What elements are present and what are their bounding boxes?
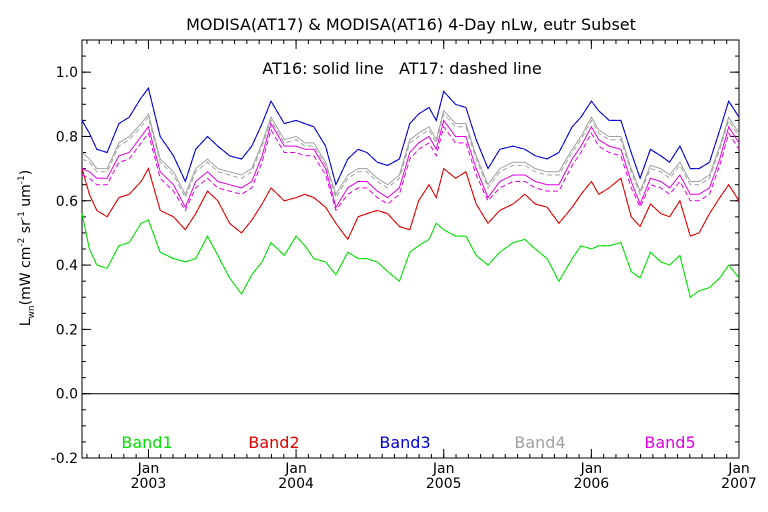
y-tick-label: 0.2	[56, 322, 78, 338]
band4-at17-dashed-line	[81, 112, 740, 199]
y-tick-label: 0.0	[56, 387, 78, 403]
x-tick-month-label: Jan	[580, 461, 603, 477]
x-tick-month-label: Jan	[137, 461, 160, 477]
y-tick-label: 0.6	[56, 194, 78, 210]
band5-at17-dashed-line	[81, 125, 740, 212]
y-label-mid-1: sr	[18, 220, 34, 238]
chart-title: MODISA(AT17) & MODISA(AT16) 4-Day nLw, e…	[186, 15, 636, 34]
y-label-sub: wn	[27, 305, 37, 318]
legend-band1: Band1	[121, 433, 172, 452]
legend: Band1 Band2 Band3 Band4 Band5	[121, 433, 695, 452]
legend-band4: Band4	[514, 433, 565, 452]
legend-band3: Band3	[379, 433, 430, 452]
series-layer	[81, 87, 740, 299]
y-label-mid-2: um	[18, 184, 34, 211]
x-tick-month-label: Jan	[727, 461, 750, 477]
y-tick-label: 0.4	[56, 258, 78, 274]
x-tick-year-label: 2003	[131, 476, 167, 492]
band2-at17-dashed-line	[81, 167, 740, 241]
x-tick-month-label: Jan	[432, 461, 455, 477]
y-axis-label: Lwn(mW cm-2 sr-1 um-1)	[17, 170, 37, 327]
x-tick-month-label: Jan	[284, 461, 307, 477]
y-label-main: L	[18, 318, 34, 326]
plot-frame	[81, 39, 740, 459]
legend-band2: Band2	[248, 433, 299, 452]
x-tick-year-label: 2006	[574, 476, 610, 492]
y-label-sup-3: -1	[17, 175, 27, 184]
y-label-sup-1: -2	[17, 238, 27, 247]
band3-at17-dashed-line	[81, 87, 740, 187]
x-tick-year-label: 2005	[426, 476, 462, 492]
line-style-annotation: AT16: solid line AT17: dashed line	[262, 59, 541, 78]
x-tick-year-label: 2007	[721, 476, 757, 492]
y-tick-label: 1.0	[56, 65, 78, 81]
y-tick-label: -0.2	[51, 451, 78, 467]
band5-at16-solid-line	[81, 119, 740, 209]
x-tick-year-label: 2004	[278, 476, 314, 492]
band1-at17-dashed-line	[81, 213, 740, 299]
legend-band5: Band5	[644, 433, 695, 452]
y-label-sup-2: -1	[17, 211, 27, 220]
y-axis: -0.2 0.0 0.2 0.4 0.6 0.8 1.0	[51, 39, 739, 467]
y-label-unit-close: )	[18, 170, 34, 175]
y-label-unit-open: (mW cm	[18, 247, 34, 306]
y-tick-label: 0.8	[56, 129, 78, 145]
band4-at16-solid-line	[81, 109, 740, 196]
